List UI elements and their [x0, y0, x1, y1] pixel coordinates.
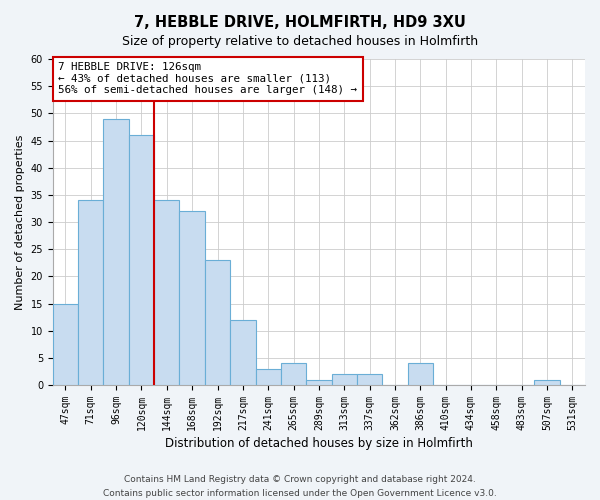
- Bar: [535, 380, 560, 385]
- Bar: [281, 364, 306, 385]
- Bar: [256, 369, 281, 385]
- Bar: [154, 200, 179, 385]
- Bar: [129, 135, 154, 385]
- Bar: [407, 364, 433, 385]
- Y-axis label: Number of detached properties: Number of detached properties: [15, 134, 25, 310]
- Bar: [103, 119, 129, 385]
- Bar: [332, 374, 357, 385]
- Bar: [78, 200, 103, 385]
- Text: 7 HEBBLE DRIVE: 126sqm
← 43% of detached houses are smaller (113)
56% of semi-de: 7 HEBBLE DRIVE: 126sqm ← 43% of detached…: [58, 62, 357, 96]
- Bar: [53, 304, 78, 385]
- Bar: [205, 260, 230, 385]
- Bar: [179, 211, 205, 385]
- Text: Contains HM Land Registry data © Crown copyright and database right 2024.
Contai: Contains HM Land Registry data © Crown c…: [103, 476, 497, 498]
- X-axis label: Distribution of detached houses by size in Holmfirth: Distribution of detached houses by size …: [165, 437, 473, 450]
- Text: Size of property relative to detached houses in Holmfirth: Size of property relative to detached ho…: [122, 35, 478, 48]
- Bar: [306, 380, 332, 385]
- Bar: [230, 320, 256, 385]
- Text: 7, HEBBLE DRIVE, HOLMFIRTH, HD9 3XU: 7, HEBBLE DRIVE, HOLMFIRTH, HD9 3XU: [134, 15, 466, 30]
- Bar: [357, 374, 382, 385]
